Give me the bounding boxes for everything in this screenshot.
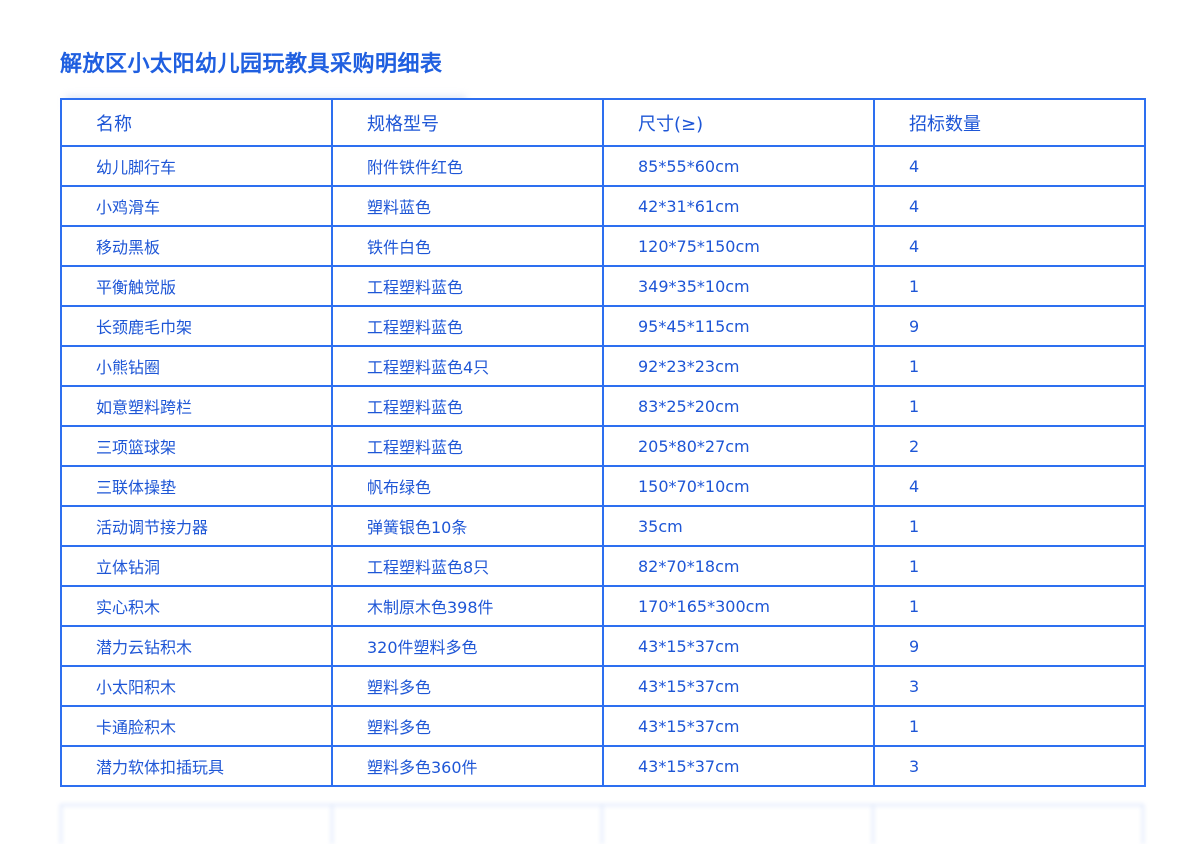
- cell-spec: 工程塑料蓝色: [331, 425, 604, 467]
- table-row: 潜力云钻积木 320件塑料多色 43*15*37cm 9: [60, 625, 1146, 667]
- cell-name: 小熊钻圈: [60, 345, 333, 387]
- cell-size: 43*15*37cm: [602, 625, 875, 667]
- cell-quantity: 3: [873, 665, 1146, 707]
- cell-spec: 木制原木色398件: [331, 585, 604, 627]
- table-row: 潜力软体扣插玩具 塑料多色360件 43*15*37cm 3: [60, 745, 1146, 787]
- cell-name: 平衡触觉版: [60, 265, 333, 307]
- table-row: 三项篮球架 工程塑料蓝色 205*80*27cm 2: [60, 425, 1146, 467]
- cell-name: 小鸡滑车: [60, 185, 333, 227]
- cell-size: 82*70*18cm: [602, 545, 875, 587]
- table-row: 幼儿脚行车 附件铁件红色 85*55*60cm 4: [60, 145, 1146, 187]
- cell-name: 实心积木: [60, 585, 333, 627]
- header-spec: 规格型号: [331, 98, 604, 147]
- cell-size: 120*75*150cm: [602, 225, 875, 267]
- cell-name: 移动黑板: [60, 225, 333, 267]
- cell-name: 卡通脸积木: [60, 705, 333, 747]
- cell-quantity: 4: [873, 225, 1146, 267]
- table-row: 小熊钻圈 工程塑料蓝色4只 92*23*23cm 1: [60, 345, 1146, 387]
- table-row: 三联体操垫 帆布绿色 150*70*10cm 4: [60, 465, 1146, 507]
- cell-size: 85*55*60cm: [602, 145, 875, 187]
- cell-spec: 塑料多色: [331, 705, 604, 747]
- cell-size: 43*15*37cm: [602, 745, 875, 787]
- table-row: 卡通脸积木 塑料多色 43*15*37cm 1: [60, 705, 1146, 747]
- cell-name: 活动调节接力器: [60, 505, 333, 547]
- cell-size: 349*35*10cm: [602, 265, 875, 307]
- cell-spec: 320件塑料多色: [331, 625, 604, 667]
- faded-cell: [60, 804, 333, 844]
- cell-spec: 铁件白色: [331, 225, 604, 267]
- cell-quantity: 1: [873, 345, 1146, 387]
- cell-size: 43*15*37cm: [602, 665, 875, 707]
- header-name: 名称: [60, 98, 333, 147]
- document-title: 解放区小太阳幼儿园玩教具采购明细表: [60, 52, 443, 77]
- cell-size: 83*25*20cm: [602, 385, 875, 427]
- cell-size: 170*165*300cm: [602, 585, 875, 627]
- cell-quantity: 1: [873, 585, 1146, 627]
- cell-spec: 工程塑料蓝色: [331, 385, 604, 427]
- cell-quantity: 1: [873, 705, 1146, 747]
- cell-size: 43*15*37cm: [602, 705, 875, 747]
- cell-quantity: 3: [873, 745, 1146, 787]
- cell-name: 潜力软体扣插玩具: [60, 745, 333, 787]
- table-header-row: 名称 规格型号 尺寸(≥) 招标数量: [60, 98, 1146, 147]
- faded-table-fragment: [60, 804, 1144, 844]
- faded-cell: [601, 804, 874, 844]
- cell-quantity: 1: [873, 265, 1146, 307]
- cell-spec: 帆布绿色: [331, 465, 604, 507]
- cell-spec: 工程塑料蓝色4只: [331, 345, 604, 387]
- cell-spec: 弹簧银色10条: [331, 505, 604, 547]
- table-row: 移动黑板 铁件白色 120*75*150cm 4: [60, 225, 1146, 267]
- table-row: 长颈鹿毛巾架 工程塑料蓝色 95*45*115cm 9: [60, 305, 1146, 347]
- faded-continuation-row: [60, 804, 1144, 844]
- header-quantity: 招标数量: [873, 98, 1146, 147]
- cell-quantity: 1: [873, 545, 1146, 587]
- cell-quantity: 2: [873, 425, 1146, 467]
- cell-name: 三联体操垫: [60, 465, 333, 507]
- faded-cell: [330, 804, 603, 844]
- cell-quantity: 1: [873, 385, 1146, 427]
- cell-quantity: 4: [873, 185, 1146, 227]
- cell-name: 如意塑料跨栏: [60, 385, 333, 427]
- cell-name: 潜力云钻积木: [60, 625, 333, 667]
- faded-cell: [871, 804, 1144, 844]
- faded-row: [60, 804, 1144, 844]
- table-row: 实心积木 木制原木色398件 170*165*300cm 1: [60, 585, 1146, 627]
- cell-spec: 塑料多色360件: [331, 745, 604, 787]
- cell-spec: 工程塑料蓝色: [331, 265, 604, 307]
- cell-name: 小太阳积木: [60, 665, 333, 707]
- table-row: 如意塑料跨栏 工程塑料蓝色 83*25*20cm 1: [60, 385, 1146, 427]
- table-row: 小太阳积木 塑料多色 43*15*37cm 3: [60, 665, 1146, 707]
- cell-spec: 塑料多色: [331, 665, 604, 707]
- cell-spec: 塑料蓝色: [331, 185, 604, 227]
- cell-size: 205*80*27cm: [602, 425, 875, 467]
- cell-quantity: 9: [873, 305, 1146, 347]
- cell-quantity: 9: [873, 625, 1146, 667]
- cell-spec: 工程塑料蓝色: [331, 305, 604, 347]
- header-size: 尺寸(≥): [602, 98, 875, 147]
- cell-spec: 附件铁件红色: [331, 145, 604, 187]
- cell-size: 42*31*61cm: [602, 185, 875, 227]
- cell-size: 150*70*10cm: [602, 465, 875, 507]
- cell-quantity: 1: [873, 505, 1146, 547]
- table-row: 平衡触觉版 工程塑料蓝色 349*35*10cm 1: [60, 265, 1146, 307]
- table-row: 活动调节接力器 弹簧银色10条 35cm 1: [60, 505, 1146, 547]
- cell-spec: 工程塑料蓝色8只: [331, 545, 604, 587]
- cell-name: 立体钻洞: [60, 545, 333, 587]
- cell-size: 92*23*23cm: [602, 345, 875, 387]
- cell-quantity: 4: [873, 465, 1146, 507]
- cell-size: 95*45*115cm: [602, 305, 875, 347]
- cell-size: 35cm: [602, 505, 875, 547]
- cell-name: 三项篮球架: [60, 425, 333, 467]
- table-row: 小鸡滑车 塑料蓝色 42*31*61cm 4: [60, 185, 1146, 227]
- cell-quantity: 4: [873, 145, 1146, 187]
- table-row: 立体钻洞 工程塑料蓝色8只 82*70*18cm 1: [60, 545, 1146, 587]
- cell-name: 幼儿脚行车: [60, 145, 333, 187]
- cell-name: 长颈鹿毛巾架: [60, 305, 333, 347]
- procurement-table: 名称 规格型号 尺寸(≥) 招标数量 幼儿脚行车 附件铁件红色 85*55*60…: [60, 98, 1146, 787]
